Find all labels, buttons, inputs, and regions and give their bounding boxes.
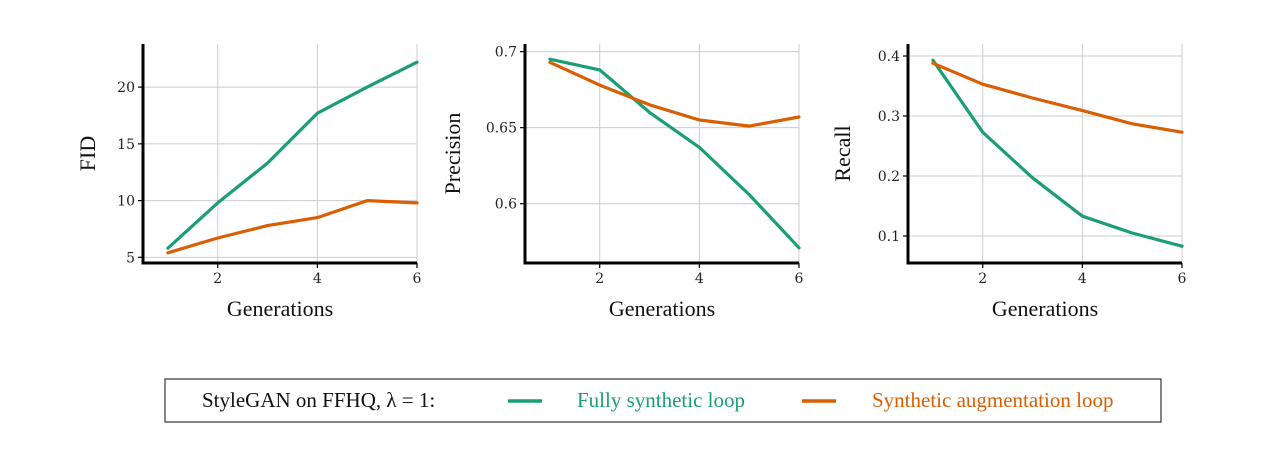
x-axis-label: Generations [992, 296, 1098, 321]
gridlines [525, 44, 800, 263]
x-tick-label: 4 [1078, 271, 1087, 287]
x-tick-label: 2 [213, 271, 222, 287]
y-tick-label: 5 [126, 250, 135, 266]
x-tick-label: 6 [795, 271, 804, 287]
y-tick-label: 0.7 [495, 45, 517, 61]
series-line-synthetic-augmentation [548, 60, 801, 128]
legend-box [164, 378, 1162, 423]
x-tick-label: 4 [695, 271, 704, 287]
y-axis-label: Precision [440, 113, 465, 195]
chart-panels: 2 4 6 5 10 15 20 Generations FID 2 4 6 0.6 0.65 0.7 Gen… [75, 44, 1187, 321]
x-tick-label: 6 [1178, 271, 1187, 287]
y-tick-label: 0.6 [495, 197, 517, 213]
gridlines [143, 44, 418, 263]
chart-panel-recall: 2 4 6 0.1 0.2 0.3 0.4 Generations Recall [830, 44, 1187, 321]
legend-prefix: StyleGAN on FFHQ, λ = 1: [202, 388, 435, 412]
y-tick-label: 0.4 [878, 49, 900, 65]
series-line-fully-synthetic [931, 58, 1184, 248]
x-tick-label: 4 [313, 271, 322, 287]
y-tick-label: 0.1 [878, 229, 900, 245]
x-tick-label: 6 [413, 271, 422, 287]
y-axis-label: FID [75, 136, 100, 171]
legend-label-fully-synthetic: Fully synthetic loop [577, 388, 745, 412]
legend-label-synthetic-augmentation: Synthetic augmentation loop [872, 388, 1113, 412]
chart-panel-precision: 2 4 6 0.6 0.65 0.7 Generations Precision [440, 44, 804, 321]
y-tick-label: 0.65 [486, 121, 517, 137]
gridlines [908, 44, 1183, 263]
x-axis-label: Generations [609, 296, 715, 321]
legend: StyleGAN on FFHQ, λ = 1: Fully synthetic… [164, 378, 1162, 423]
series-line-synthetic-augmentation [166, 199, 419, 255]
y-tick-label: 10 [117, 194, 135, 210]
x-axis-label: Generations [227, 296, 333, 321]
series-line-fully-synthetic [166, 60, 419, 250]
y-tick-label: 15 [117, 137, 135, 153]
series-line-fully-synthetic [548, 57, 801, 250]
y-tick-label: 20 [117, 80, 135, 96]
series-line-synthetic-augmentation [931, 61, 1184, 134]
y-axis-label: Recall [830, 125, 855, 181]
x-tick-label: 2 [978, 271, 987, 287]
chart-panel-fid: 2 4 6 5 10 15 20 Generations FID [75, 44, 422, 321]
y-tick-label: 0.3 [878, 109, 900, 125]
y-tick-label: 0.2 [878, 169, 900, 185]
x-tick-label: 2 [595, 271, 604, 287]
